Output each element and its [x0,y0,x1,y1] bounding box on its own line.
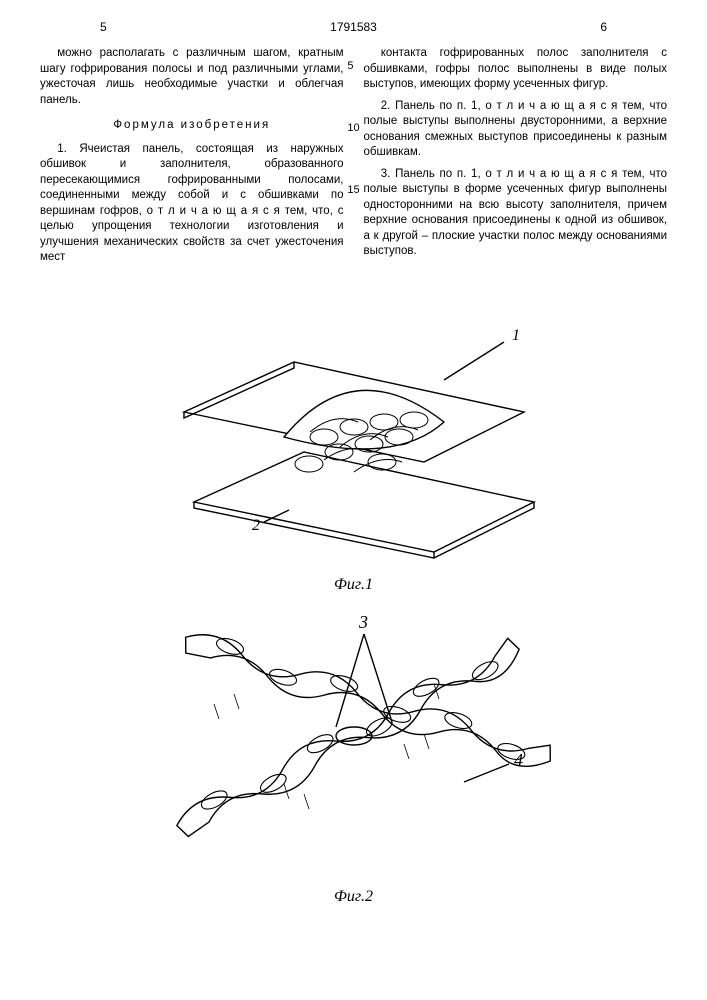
page-num-right: 6 [377,20,667,34]
paragraph: 3. Панель по п. 1, о т л и ч а ю щ а я с… [364,167,668,260]
figure-label-4: 4 [514,750,523,770]
left-column: можно располагать с различным шагом, кра… [40,46,344,272]
paragraph: можно располагать с различным шагом, кра… [40,46,344,108]
patent-number: 1791583 [330,20,377,34]
page-header: 5 1791583 6 [40,20,667,34]
paragraph: контакта гофрированных полос заполнителя… [364,46,668,93]
line-num: 15 [347,184,359,196]
figure-2-caption: Фиг.2 [40,888,667,906]
line-num: 5 [347,60,359,72]
patent-page: 5 1791583 6 5 10 15 можно располагать с … [0,0,707,1000]
figure-label-2: 2 [252,517,260,534]
line-num: 10 [347,122,359,134]
paragraph: 1. Ячеистая панель, состоящая из наружны… [40,142,344,266]
line-number-gutter: 5 10 15 [347,60,359,196]
figure-1-caption: Фиг.1 [40,576,667,594]
page-num-left: 5 [40,20,330,34]
right-column: контакта гофрированных полос заполнителя… [364,46,668,272]
figure-1: 1 2 [134,292,574,572]
formula-title: Формула изобретения [40,118,344,134]
figures-area: 1 2 Фиг.1 [40,292,667,906]
figure-2: 3 4 [104,594,604,884]
figure-label-1: 1 [512,327,520,344]
paragraph: 2. Панель по п. 1, о т л и ч а ю щ а я с… [364,99,668,161]
figure-label-3: 3 [358,612,368,632]
